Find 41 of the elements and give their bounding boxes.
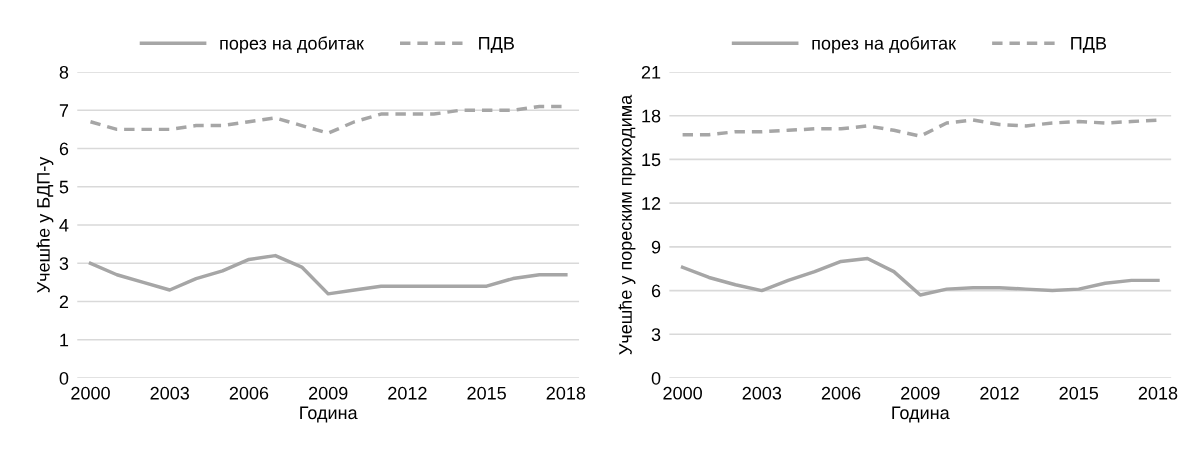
x-tick-label: 2006	[229, 386, 269, 400]
y-tick-label: 6	[651, 284, 661, 298]
y-tick-label: 0	[59, 371, 69, 385]
y-tick-label: 12	[642, 197, 661, 210]
x-axis-title: Година	[892, 406, 950, 423]
legend-label: ПДВ	[479, 37, 514, 54]
y-tick-label: 18	[642, 109, 661, 123]
y-tick-label: 0	[651, 371, 661, 385]
y-tick-label: 5	[59, 180, 69, 194]
x-axis-title: Година	[300, 406, 358, 423]
y-tick-label: 1	[60, 333, 69, 347]
x-tick-label: 2018	[1138, 386, 1178, 400]
y-tick-label: 8	[59, 65, 69, 79]
x-tick-label: 2003	[742, 386, 782, 400]
line-series	[680, 256, 1160, 297]
y-tick-label: 6	[59, 142, 69, 156]
x-tick-label: 2000	[663, 386, 702, 400]
x-tick-label: 2012	[388, 386, 427, 400]
y-tick-label: 3	[651, 328, 661, 342]
y-tick-label: 4	[59, 219, 69, 232]
x-tick-label: 2018	[546, 386, 586, 400]
legend-label: порез на добитак	[812, 36, 957, 54]
legend-label: порез на добитак	[220, 36, 364, 54]
y-axis-title: Учешће у пореским приходима	[618, 94, 636, 355]
y-tick-label: 15	[642, 153, 661, 167]
x-tick-label: 2012	[980, 386, 1019, 400]
legend-label: ПДВ	[1071, 37, 1107, 54]
x-tick-label: 2009	[309, 386, 348, 400]
x-tick-label: 2003	[150, 386, 190, 400]
y-tick-label: 9	[651, 240, 661, 254]
x-tick-label: 2015	[1059, 386, 1099, 400]
x-tick-label: 2006	[821, 386, 861, 400]
x-tick-label: 2015	[467, 386, 506, 400]
y-tick-label: 21	[641, 65, 661, 79]
y-tick-label: 7	[59, 104, 69, 117]
y-axis-title: Учешће у БДП-у	[36, 156, 54, 293]
y-tick-label: 2	[59, 295, 69, 309]
y-tick-label: 3	[59, 257, 69, 270]
line-series	[88, 253, 568, 296]
x-tick-label: 2000	[71, 386, 110, 400]
x-tick-label: 2009	[901, 386, 940, 400]
